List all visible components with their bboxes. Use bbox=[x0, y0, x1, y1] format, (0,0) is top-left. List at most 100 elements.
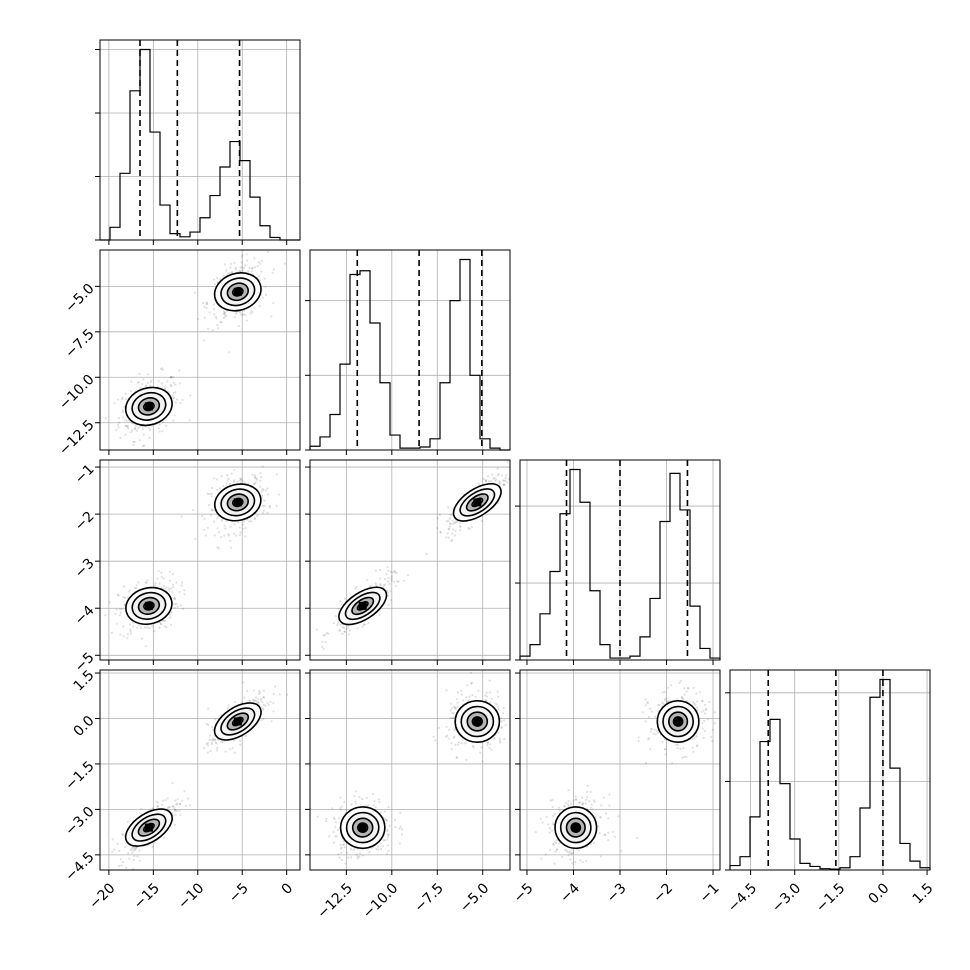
sample-point bbox=[354, 802, 357, 805]
sample-point bbox=[398, 842, 401, 845]
sample-point bbox=[183, 790, 186, 793]
sample-point bbox=[445, 520, 448, 523]
sample-point bbox=[491, 473, 494, 476]
sample-point bbox=[551, 842, 555, 845]
x-tick-label-0-0: −20 bbox=[86, 880, 118, 912]
sample-point bbox=[106, 871, 108, 873]
sample-point bbox=[355, 585, 358, 589]
sample-point bbox=[160, 571, 163, 574]
sample-point bbox=[215, 317, 218, 320]
sample-point bbox=[339, 796, 342, 799]
panel-content bbox=[104, 250, 286, 448]
sample-point bbox=[248, 520, 251, 523]
sample-point bbox=[498, 482, 501, 485]
sample-point bbox=[474, 695, 477, 698]
sample-point bbox=[127, 852, 130, 855]
sample-point bbox=[168, 579, 172, 582]
sample-point bbox=[239, 531, 242, 534]
sample-point bbox=[223, 263, 226, 266]
sample-point bbox=[386, 844, 390, 847]
sample-point bbox=[151, 845, 154, 848]
sample-point bbox=[574, 860, 577, 864]
sample-point bbox=[332, 830, 335, 833]
sample-point bbox=[255, 700, 258, 703]
sample-point bbox=[251, 473, 254, 476]
sample-point bbox=[641, 711, 644, 714]
sample-point bbox=[502, 483, 505, 486]
sample-point bbox=[236, 480, 239, 483]
sample-point bbox=[570, 852, 573, 856]
sample-point bbox=[138, 439, 141, 442]
sample-point bbox=[213, 278, 216, 281]
sample-point bbox=[128, 623, 131, 626]
sample-point bbox=[119, 633, 122, 636]
sample-point bbox=[216, 327, 219, 330]
sample-point bbox=[446, 532, 449, 535]
sample-point bbox=[169, 376, 172, 379]
sample-point bbox=[188, 419, 191, 422]
sample-point bbox=[130, 847, 133, 850]
sample-point bbox=[315, 628, 318, 631]
sample-point bbox=[203, 316, 206, 319]
sample-point bbox=[652, 732, 655, 735]
x-tick-label-1-0: −12.5 bbox=[314, 880, 356, 922]
sample-point bbox=[393, 571, 397, 574]
sample-point bbox=[617, 815, 620, 818]
sample-point bbox=[390, 575, 393, 578]
sample-point bbox=[172, 805, 175, 808]
sample-point bbox=[362, 623, 365, 626]
sample-point bbox=[140, 807, 143, 810]
sample-point bbox=[122, 596, 125, 599]
sample-point bbox=[206, 526, 209, 529]
sample-point bbox=[547, 823, 550, 826]
sample-point bbox=[385, 838, 388, 841]
sample-point bbox=[667, 686, 670, 689]
panel-content bbox=[97, 681, 289, 873]
sample-point bbox=[245, 319, 248, 322]
sample-point bbox=[460, 693, 463, 696]
sample-point bbox=[683, 693, 686, 696]
sample-point bbox=[233, 316, 236, 319]
sample-point bbox=[216, 488, 219, 491]
sample-point bbox=[167, 587, 170, 590]
sample-point bbox=[244, 264, 247, 267]
sample-point bbox=[489, 701, 492, 704]
sample-point bbox=[595, 815, 598, 818]
sample-point bbox=[261, 296, 264, 299]
sample-point bbox=[434, 739, 437, 742]
x-tick-label-3-2: −1.5 bbox=[813, 880, 848, 915]
sample-point bbox=[118, 421, 121, 424]
sample-point bbox=[406, 573, 410, 577]
sample-point bbox=[170, 385, 173, 388]
sample-point bbox=[129, 589, 132, 592]
sample-point bbox=[155, 800, 158, 803]
sample-point bbox=[439, 530, 442, 533]
sample-point bbox=[386, 565, 389, 569]
sample-point bbox=[132, 867, 135, 870]
sample-point bbox=[607, 831, 610, 834]
sample-point bbox=[268, 505, 271, 508]
sample-point bbox=[172, 391, 175, 395]
sample-point bbox=[266, 701, 269, 704]
sample-point bbox=[97, 844, 99, 846]
sample-point bbox=[551, 822, 554, 825]
sample-point bbox=[451, 519, 454, 522]
sample-point bbox=[368, 851, 371, 854]
sample-point bbox=[539, 817, 542, 820]
sample-point bbox=[456, 705, 459, 708]
sample-point bbox=[224, 527, 227, 530]
sample-point bbox=[167, 807, 170, 810]
sample-point bbox=[156, 577, 159, 580]
sample-point bbox=[123, 419, 126, 422]
sample-point bbox=[149, 384, 152, 387]
sample-point bbox=[451, 707, 454, 710]
sample-point bbox=[233, 479, 236, 482]
sample-point bbox=[711, 740, 714, 743]
sample-point bbox=[374, 582, 377, 585]
sample-point bbox=[135, 584, 138, 587]
sample-point bbox=[262, 504, 265, 508]
sample-point bbox=[275, 473, 278, 476]
sample-point bbox=[644, 698, 647, 701]
sample-point bbox=[113, 848, 116, 851]
sample-point bbox=[256, 698, 260, 701]
